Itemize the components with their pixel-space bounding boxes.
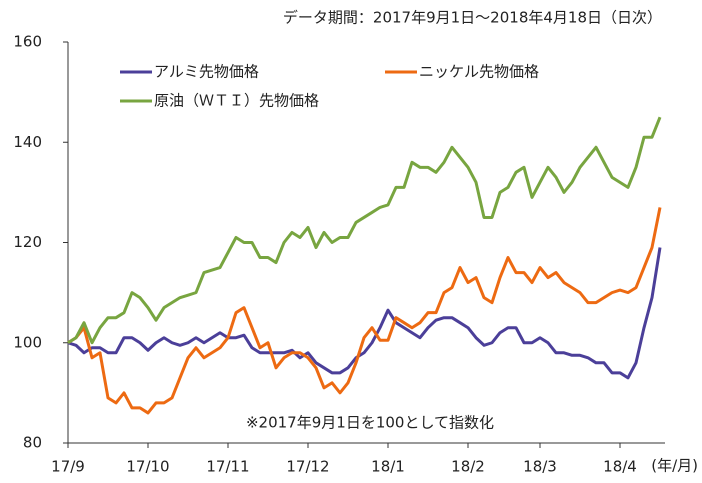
x-tick-label: 17/9 (51, 458, 85, 476)
chart-title: データ期間：2017年9月1日～2018年4月18日（日次） (283, 9, 662, 27)
y-tick-label: 120 (13, 233, 42, 251)
series-line (67, 207, 662, 415)
x-tick-label: 17/12 (286, 458, 329, 476)
legend-label: アルミ先物価格 (154, 63, 259, 81)
x-tick-label: 17/11 (206, 458, 249, 476)
series-line (67, 116, 662, 345)
x-tick-label: 18/2 (451, 458, 485, 476)
x-unit: (年/月) (651, 457, 698, 475)
legend-label: 原油（ＷＴＩ）先物価格 (154, 92, 319, 110)
series-line (67, 247, 662, 380)
y-tick-label: 140 (13, 133, 42, 151)
y-tick-label: 160 (13, 33, 42, 51)
x-tick-label: 17/10 (126, 458, 169, 476)
annotation: ※2017年9月1日を100として指数化 (246, 414, 494, 432)
x-tick-label: 18/4 (603, 458, 637, 476)
legend-label: ニッケル先物価格 (419, 63, 539, 81)
x-tick-label: 18/3 (523, 458, 557, 476)
y-tick-label: 100 (13, 333, 42, 351)
y-tick-label: 80 (23, 434, 42, 452)
x-tick-label: 18/1 (371, 458, 405, 476)
